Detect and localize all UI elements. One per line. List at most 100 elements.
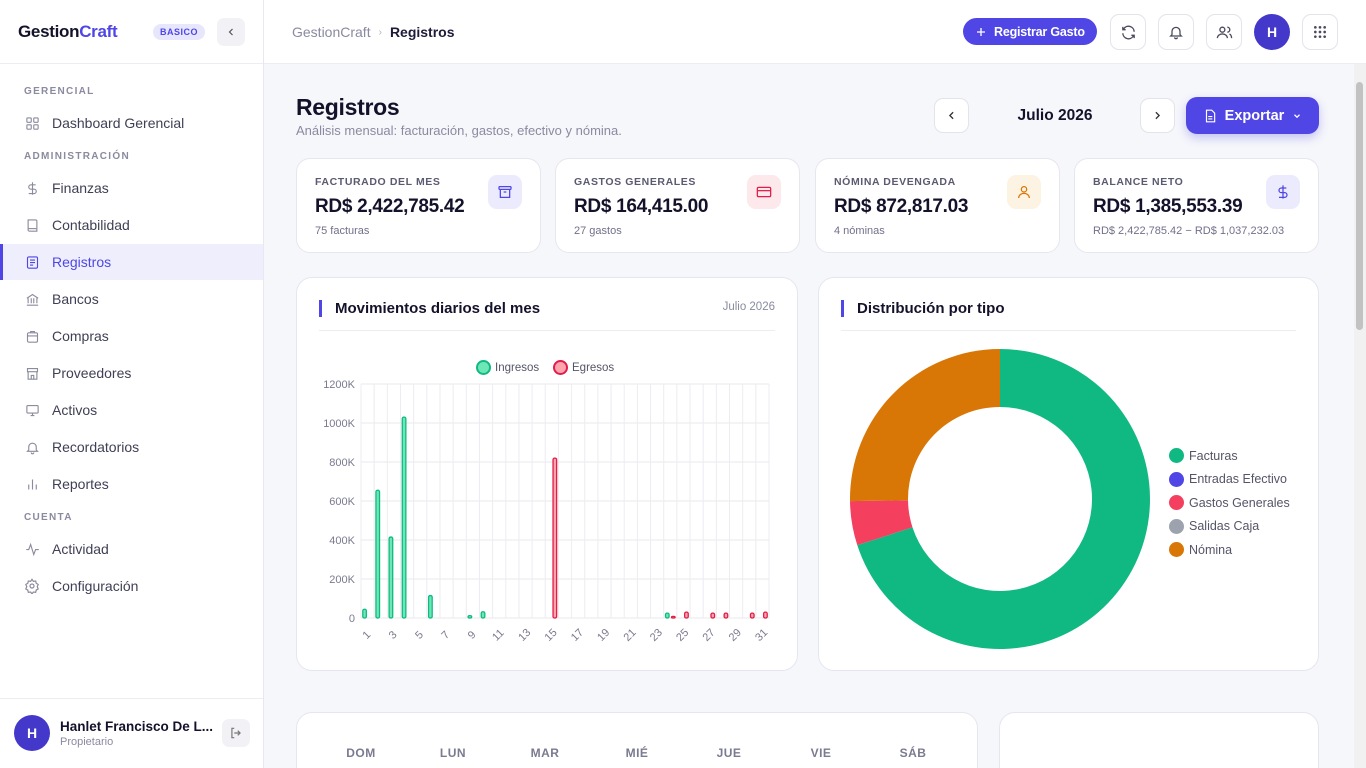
users-button[interactable]: [1206, 14, 1242, 50]
sidebar-item-label: Bancos: [52, 291, 99, 307]
weekday-header: MAR: [530, 746, 560, 760]
card-title: Distribución por tipo: [841, 300, 1005, 317]
legend-label: Egresos: [572, 361, 615, 374]
scrollbar-thumb[interactable]: [1356, 82, 1363, 330]
refresh-button[interactable]: [1110, 14, 1146, 50]
sidebar-item-registros[interactable]: Registros: [0, 244, 263, 280]
sidebar-item-actividad[interactable]: Actividad: [0, 531, 263, 567]
logout-button[interactable]: [222, 719, 250, 747]
sidebar-item-recordatorios[interactable]: Recordatorios: [0, 429, 263, 465]
apps-menu-button[interactable]: [1302, 14, 1338, 50]
page-title: Registros: [296, 94, 400, 120]
bar-egresos-day-15: [552, 457, 558, 619]
y-tick-label: 1200K: [323, 379, 355, 391]
sidebar-item-reportes[interactable]: Reportes: [0, 466, 263, 502]
sidebar-item-configuracion[interactable]: Configuración: [0, 568, 263, 604]
kpi-label: FACTURADO DEL MES: [315, 176, 441, 188]
legend-item-salidas-caja[interactable]: Salidas Caja: [1169, 515, 1290, 539]
kpi-value: RD$ 2,422,785.42: [315, 196, 465, 217]
breadcrumb-root[interactable]: GestionCraft: [292, 24, 371, 40]
legend-label: Facturas: [1189, 448, 1238, 463]
kpi-card-nomina: NÓMINA DEVENGADA RD$ 872,817.03 4 nómina…: [815, 158, 1060, 253]
sidebar-item-dashboard[interactable]: Dashboard Gerencial: [0, 105, 263, 141]
legend-swatch: [1169, 448, 1184, 464]
user-name: Hanlet Francisco De L...: [60, 719, 214, 734]
x-tick-label: 13: [516, 627, 533, 644]
sidebar-item-finanzas[interactable]: Finanzas: [0, 170, 263, 206]
user-avatar-button[interactable]: H: [1254, 14, 1290, 50]
kpi-label: BALANCE NETO: [1093, 176, 1184, 188]
brand-header: GestionCraft BASICO: [0, 0, 263, 64]
users-icon: [1216, 26, 1232, 38]
x-tick-label: 29: [727, 627, 744, 644]
sidebar-item-label: Proveedores: [52, 365, 132, 381]
prev-month-button[interactable]: [934, 98, 969, 133]
legend-egresos[interactable]: Egresos: [553, 360, 614, 375]
x-tick-label: 31: [753, 627, 770, 644]
bell-icon: [1169, 26, 1183, 40]
basket-icon: [24, 328, 40, 344]
legend-label: Nómina: [1189, 542, 1233, 557]
collapse-sidebar-button[interactable]: [217, 18, 245, 46]
document-icon: [24, 254, 40, 270]
x-tick-label: 5: [413, 629, 426, 642]
sidebar-item-compras[interactable]: Compras: [0, 318, 263, 354]
export-label: Exportar: [1224, 107, 1285, 124]
section-label-gerencial: GERENCIAL: [24, 86, 95, 97]
weekday-header: LUN: [439, 746, 467, 760]
bar-ingresos-day-6: [427, 594, 433, 619]
y-tick-label: 200K: [329, 574, 355, 586]
chevron-down-icon: [1294, 113, 1301, 118]
app-logo[interactable]: GestionCraft: [18, 22, 118, 42]
sidebar-item-label: Actividad: [52, 541, 109, 557]
side-panel-card: [999, 712, 1319, 768]
logo-text-b: Craft: [79, 22, 118, 41]
chevron-left-icon: [228, 28, 233, 36]
legend-item-entradas-efectivo[interactable]: Entradas Efectivo: [1169, 468, 1290, 492]
sidebar-item-proveedores[interactable]: Proveedores: [0, 355, 263, 391]
page-subtitle: Análisis mensual: facturación, gastos, e…: [296, 123, 622, 138]
x-tick-label: 21: [622, 627, 639, 644]
sidebar-item-label: Registros: [52, 254, 112, 270]
donut-slice-facturas: [857, 349, 1150, 649]
bar-ingresos-day-9: [467, 615, 473, 619]
legend-item-facturas[interactable]: Facturas: [1169, 444, 1290, 468]
topbar: GestionCraft › Registros Registrar Gasto…: [264, 0, 1366, 64]
plus-icon: [977, 27, 985, 36]
chevron-left-icon: [948, 111, 954, 120]
y-tick-label: 800K: [329, 457, 355, 469]
legend-swatch: [553, 360, 568, 375]
sidebar-item-contabilidad[interactable]: Contabilidad: [0, 207, 263, 243]
weekday-header: VIE: [810, 746, 832, 760]
weekday-header: JUE: [716, 746, 742, 760]
sidebar-item-label: Reportes: [52, 476, 109, 492]
legend-swatch: [1169, 471, 1184, 487]
legend-item-nomina[interactable]: Nómina: [1169, 538, 1290, 562]
sidebar-item-bancos[interactable]: Bancos: [0, 281, 263, 317]
breadcrumb-separator-icon: ›: [378, 26, 382, 38]
sidebar-item-label: Finanzas: [52, 180, 109, 196]
current-month: Julio 2026: [1017, 107, 1093, 124]
x-tick-label: 25: [674, 627, 691, 644]
user-icon: [1007, 175, 1041, 209]
next-month-button[interactable]: [1140, 98, 1175, 133]
bar-ingresos-day-10: [480, 611, 486, 619]
register-expense-button[interactable]: Registrar Gasto: [963, 18, 1097, 45]
divider: [319, 330, 775, 331]
donut-slice-nomina: [850, 349, 1000, 502]
kpi-footnote: 75 facturas: [315, 225, 370, 237]
kpi-footnote: RD$ 2,422,785.42 − RD$ 1,037,232.03: [1093, 225, 1285, 237]
legend-swatch: [1169, 542, 1184, 558]
notifications-button[interactable]: [1158, 14, 1194, 50]
legend-ingresos[interactable]: Ingresos: [476, 360, 539, 375]
card-title: Movimientos diarios del mes: [319, 300, 540, 317]
export-button[interactable]: Exportar: [1186, 97, 1319, 134]
user-profile[interactable]: H Hanlet Francisco De L... Propietario: [0, 698, 263, 768]
bar-egresos-day-30: [749, 612, 755, 619]
x-tick-label: 9: [466, 629, 479, 642]
section-label-administracion: ADMINISTRACIÓN: [24, 151, 130, 162]
sidebar-item-activos[interactable]: Activos: [0, 392, 263, 428]
y-tick-label: 0: [349, 613, 355, 625]
legend-item-gastos-generales[interactable]: Gastos Generales: [1169, 491, 1290, 515]
